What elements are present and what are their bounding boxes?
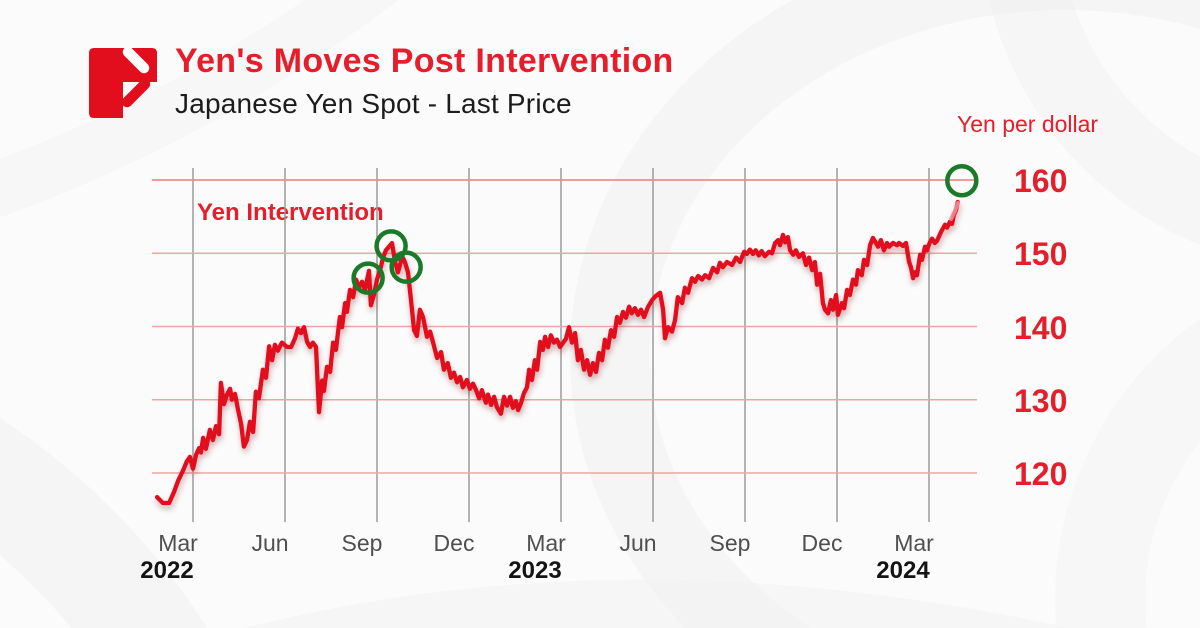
brand-logo [89, 46, 157, 118]
intervention-circle [389, 250, 423, 284]
x-year-label: 2024 [876, 557, 930, 584]
intervention-annotation: Yen Intervention [197, 199, 384, 226]
y-tick-label: 150 [1014, 236, 1068, 273]
x-tick-label: Mar [158, 530, 198, 556]
intervention-circle [351, 261, 385, 295]
x-tick-label: Dec [433, 530, 475, 556]
x-year-label: 2022 [140, 557, 194, 584]
x-tick-label: Mar [526, 530, 566, 556]
x-tick-label: Sep [709, 530, 751, 556]
y-tick-label: 130 [1014, 382, 1068, 419]
x-tick-label: Sep [341, 530, 383, 556]
x-year-label: 2023 [508, 557, 562, 584]
x-tick-label: Dec [801, 530, 843, 556]
page-subtitle: Japanese Yen Spot - Last Price [175, 88, 572, 119]
y-tick-label: 140 [1014, 309, 1068, 346]
y-tick-label: 120 [1014, 456, 1068, 492]
y-axis-unit-label: Yen per dollar [957, 111, 1099, 137]
page-title: Yen's Moves Post Intervention [175, 42, 674, 80]
y-tick-label: 160 [1014, 163, 1068, 199]
intervention-circle [945, 163, 979, 198]
price-line-tail-fade [949, 201, 960, 221]
x-tick-label: Mar [894, 530, 934, 556]
x-tick-label: Jun [251, 530, 289, 556]
x-tick-label: Jun [619, 530, 657, 556]
price-line [154, 199, 960, 506]
